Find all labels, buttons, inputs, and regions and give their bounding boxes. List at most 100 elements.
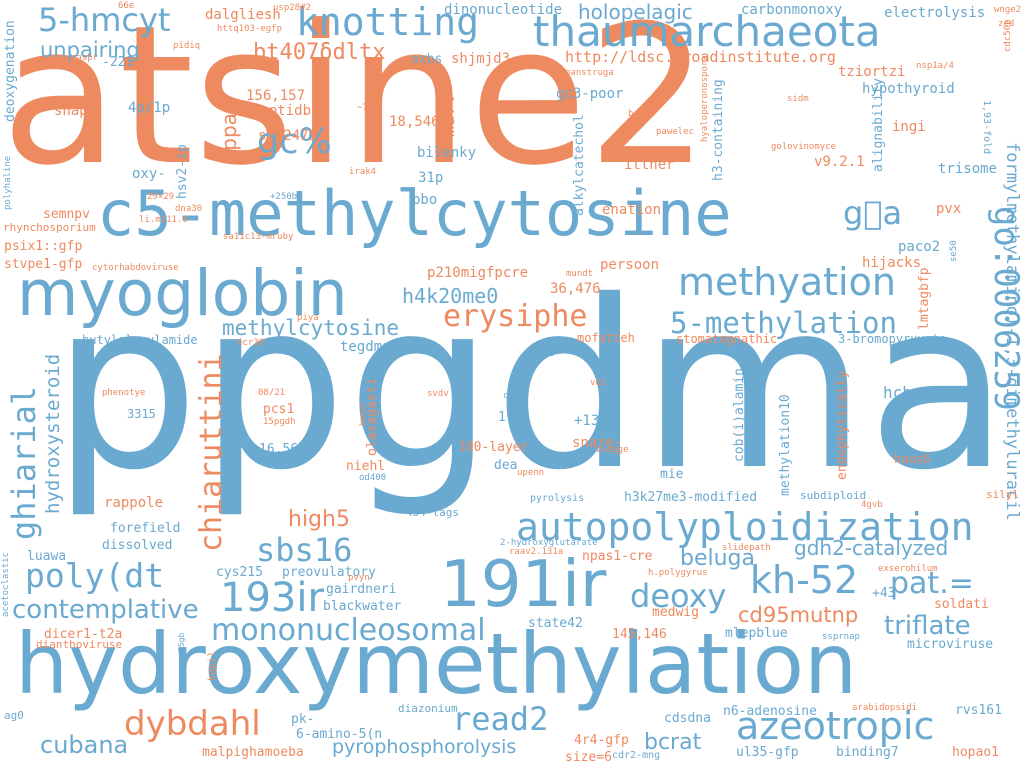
cloud-word: medwig — [652, 605, 699, 620]
cloud-word: pvx — [936, 201, 962, 217]
cloud-word: 5-methylation — [670, 306, 897, 340]
cloud-word: paco2 — [898, 239, 941, 255]
cloud-word: 191ir — [440, 548, 607, 622]
cloud-word: cob(i)alamin — [732, 368, 747, 462]
cloud-word: 31p — [418, 170, 444, 186]
cloud-word: npas1-cre — [582, 549, 653, 564]
cloud-word: methylcytosine — [222, 316, 400, 340]
cloud-word: n6-adenosine — [723, 704, 817, 719]
cloud-word: gairdneri — [326, 582, 397, 597]
cloud-word: mofatteh — [577, 331, 635, 345]
cloud-word: gc% — [257, 122, 332, 162]
cloud-word: read2 — [452, 700, 549, 738]
cloud-word: dianthoviruse — [36, 638, 123, 651]
cloud-word: formylmethylamino)-1,3-dimethyluracil — [1002, 142, 1022, 521]
cloud-word: bmnpv — [358, 401, 367, 426]
cloud-word: g a — [843, 194, 903, 232]
cloud-word: h4k20me0 — [402, 284, 499, 308]
cloud-word: hsv2-ip — [175, 144, 190, 199]
cloud-word: unpairing — [40, 38, 140, 62]
cloud-word: 18,546 — [389, 114, 440, 130]
cloud-word: cdc50p — [1003, 19, 1013, 52]
cloud-word: pawelec — [656, 127, 694, 137]
cloud-word: raav2.131a — [509, 547, 564, 557]
cloud-word: arabidopsidi — [852, 703, 918, 713]
cloud-word: endophytically — [835, 370, 850, 480]
cloud-word: lmtagbfp — [917, 267, 932, 330]
cloud-word: hapil — [207, 650, 218, 681]
cloud-word: 1-ag — [498, 410, 530, 425]
cloud-word: myoglobin — [17, 257, 348, 330]
cloud-word: mundt — [566, 269, 594, 279]
cloud-word: butylglycylamide — [82, 333, 198, 347]
cloud-word: ingi — [892, 119, 926, 135]
cloud-word: hyaloperonospora — [700, 55, 710, 142]
cloud-word: stomatognathic — [676, 332, 778, 346]
cloud-word: 35gb — [177, 632, 186, 652]
cloud-word: azeotropic — [736, 704, 935, 748]
cloud-word: dna30 — [175, 204, 203, 214]
cloud-word: c5-methylcytosine — [97, 177, 732, 250]
cloud-word: c§t — [536, 348, 555, 359]
cloud-word: 4r4-gfp — [574, 733, 629, 748]
cloud-word: 100-layer — [458, 440, 529, 455]
cloud-word: 454-tags — [406, 506, 459, 519]
cloud-word: exserohilum — [878, 564, 938, 574]
cloud-word: cdr2-mng — [612, 750, 661, 761]
cloud-word: 193ir — [220, 575, 324, 621]
cloud-word: stvpe1-gfp — [4, 257, 83, 272]
cloud-word: wnge2 — [994, 5, 1022, 15]
cloud-word: tegdma — [340, 339, 391, 355]
cloud-word: od400 — [359, 473, 387, 483]
cloud-word: ag0 — [4, 709, 24, 722]
cloud-word: +134 — [574, 413, 608, 429]
cloud-word: pidiq — [173, 41, 201, 51]
cloud-word: blackwater — [323, 599, 402, 614]
cloud-word: shjmjd3 — [451, 51, 511, 67]
cloud-word: deoxygenation — [3, 20, 18, 122]
cloud-word: slidepath — [722, 543, 771, 553]
cloud-word: haus6 — [894, 452, 931, 466]
cloud-word: 3-bromopyruvate — [838, 332, 947, 346]
cloud-word: bilenky — [417, 145, 477, 161]
cloud-word: rappole — [104, 495, 164, 511]
cloud-word: stm2475 — [258, 128, 318, 144]
cloud-word: nsp1a/4 — [916, 61, 954, 71]
cloud-word: h.polygyrus — [648, 568, 708, 578]
cloud-word: olasagasti — [365, 377, 380, 456]
cloud-word: 145,146 — [612, 627, 667, 642]
cloud-word: piya — [297, 313, 319, 323]
cloud-word: psix1::gfp — [4, 239, 83, 254]
cloud-word: snare- — [572, 435, 623, 451]
cloud-word: gdh2-catalyzed — [794, 536, 949, 560]
cloud-word: usp28#2 — [273, 3, 311, 13]
cloud-word: polyhaline — [3, 155, 13, 210]
cloud-word: se50 — [949, 240, 959, 262]
cloud-word: http://ldsc.broadinstitute.org — [565, 48, 836, 66]
cloud-word: dybdahl — [124, 704, 261, 744]
cloud-word: oxbs — [411, 52, 443, 67]
cloud-word: httq103-egfp — [217, 24, 283, 34]
cloud-word: contemplative — [12, 595, 199, 625]
cloud-word: zed — [998, 19, 1015, 29]
cloud-word: carbonmonoxy — [741, 2, 843, 18]
cloud-word: upenn — [517, 468, 545, 478]
cloud-word: sa11c13-mruby — [223, 232, 294, 242]
cloud-word: binding7 — [836, 745, 899, 760]
cloud-word: silyl — [986, 488, 1020, 501]
cloud-word: high5 — [288, 507, 350, 532]
cloud-word: cubana — [40, 731, 129, 759]
cloud-word: dea — [494, 458, 518, 473]
cloud-word: li.m111.0 — [139, 215, 188, 225]
cloud-word: v9.2.1 — [814, 154, 865, 170]
cloud-word: alkylcatechol — [572, 114, 587, 216]
cloud-word: saenz — [626, 143, 669, 159]
cloud-word: golovinomyce — [771, 142, 837, 152]
cloud-word: microviruse — [907, 637, 994, 652]
cloud-word: cd95mutnp — [738, 603, 859, 627]
cloud-word: bt407δdltx — [253, 40, 386, 65]
cloud-word: rhynchosporium — [3, 221, 96, 234]
cloud-word: h3-containing — [711, 79, 726, 181]
cloud-word: sbs16 — [256, 531, 353, 569]
cloud-word: persoon — [600, 257, 660, 273]
